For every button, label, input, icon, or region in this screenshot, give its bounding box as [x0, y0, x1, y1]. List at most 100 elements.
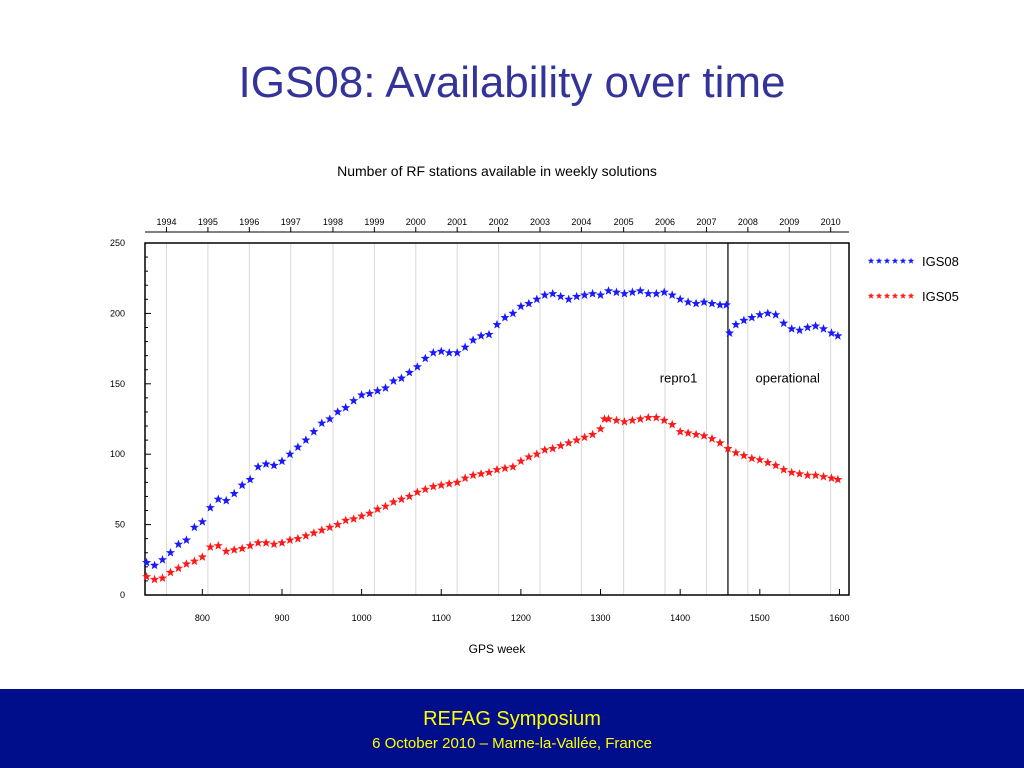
data-point-igs05: [787, 467, 797, 477]
data-point-igs08: [795, 325, 805, 335]
data-point-igs08: [341, 402, 351, 412]
data-point-igs05: [819, 471, 829, 481]
data-point-igs05: [452, 477, 462, 487]
legend-marker-igs05: [907, 292, 915, 299]
top-axis-year-label: 1997: [281, 217, 301, 227]
data-point-igs05: [548, 443, 558, 453]
data-point-igs08: [572, 291, 582, 301]
data-point-igs08: [229, 488, 239, 498]
data-point-igs05: [532, 449, 542, 459]
data-point-igs05: [142, 571, 152, 581]
data-point-igs05: [317, 525, 327, 535]
data-point-igs05: [500, 463, 510, 473]
legend-marker-igs08: [907, 257, 915, 264]
data-point-igs05: [643, 412, 653, 422]
data-point-igs08: [150, 560, 160, 570]
data-point-igs08: [731, 319, 741, 329]
data-point-igs08: [245, 474, 255, 484]
top-axis-year-label: 1998: [323, 217, 343, 227]
data-point-igs05: [388, 497, 398, 506]
x-tick-label: 1500: [750, 613, 770, 623]
data-point-igs05: [667, 419, 677, 429]
data-point-igs08: [524, 298, 534, 308]
data-point-igs05: [596, 424, 606, 433]
data-point-igs05: [659, 415, 669, 425]
data-point-igs08: [771, 310, 781, 319]
chart: 1994 1995 1996 1997 1998 1999 2000 2001 2002 2003…: [110, 217, 959, 656]
data-point-igs08: [436, 346, 446, 356]
data-point-igs08: [213, 494, 223, 504]
data-point-igs08: [540, 290, 550, 299]
data-point-igs08: [460, 342, 470, 352]
data-point-igs05: [492, 464, 502, 474]
footer-subtitle: 6 October 2010 – Marne-la-Vallée, France: [372, 735, 652, 752]
data-point-igs05: [803, 470, 813, 480]
data-point-igs08: [532, 294, 542, 304]
top-axis-year-label: 2000: [406, 217, 426, 227]
data-point-igs05: [333, 519, 343, 529]
data-point-igs05: [747, 453, 757, 463]
x-tick-label: 1600: [829, 613, 849, 623]
data-point-igs08: [500, 312, 510, 322]
data-point-igs08: [683, 297, 693, 306]
data-point-igs08: [691, 298, 701, 308]
data-point-igs08: [468, 335, 478, 344]
data-point-igs05: [158, 573, 168, 582]
data-point-igs05: [691, 429, 701, 439]
data-point-igs05: [603, 414, 614, 423]
data-point-igs05: [833, 474, 843, 484]
data-point-igs08: [833, 331, 843, 340]
data-point-igs05: [755, 455, 765, 464]
data-point-igs08: [508, 308, 518, 318]
data-point-igs08: [165, 548, 175, 557]
data-point-igs08: [412, 362, 422, 371]
data-point-igs05: [245, 540, 255, 550]
data-point-igs05: [285, 535, 295, 544]
data-point-igs08: [158, 555, 168, 564]
data-point-igs05: [197, 552, 207, 561]
data-point-igs05: [165, 567, 175, 577]
data-point-igs08: [611, 287, 621, 297]
data-point-igs08: [643, 288, 653, 298]
data-point-igs08: [803, 322, 813, 332]
y-tick-label: 200: [110, 308, 125, 318]
data-point-igs08: [603, 286, 614, 295]
data-point-igs05: [373, 504, 383, 513]
data-point-igs08: [420, 353, 430, 363]
data-point-igs05: [779, 464, 789, 474]
data-point-igs05: [699, 431, 709, 440]
data-point-igs08: [181, 535, 191, 544]
data-point-igs05: [476, 469, 486, 478]
data-point-igs05: [795, 469, 805, 478]
data-point-igs05: [635, 414, 645, 423]
x-tick-label: 800: [195, 613, 210, 623]
data-point-igs08: [380, 383, 391, 392]
data-point-igs05: [213, 540, 223, 550]
data-point-igs05: [588, 429, 598, 439]
chart-title: Number of RF stations available in weekl…: [337, 163, 657, 179]
data-point-igs08: [484, 329, 494, 339]
footer: REFAG Symposium 6 October 2010 – Marne-l…: [0, 689, 1024, 768]
data-point-igs05: [580, 432, 590, 442]
data-point-igs08: [317, 418, 327, 428]
data-point-igs08: [651, 288, 661, 298]
data-point-igs05: [739, 450, 749, 460]
data-point-igs08: [516, 301, 526, 311]
data-point-igs05: [599, 414, 610, 423]
data-point-igs08: [556, 291, 566, 301]
plot-frame: [144, 242, 850, 596]
data-point-igs08: [580, 290, 590, 299]
data-point-igs08: [221, 495, 231, 505]
data-point-igs05: [572, 435, 582, 444]
data-point-igs08: [365, 388, 375, 398]
data-point-igs05: [468, 470, 478, 480]
data-point-igs05: [357, 511, 367, 520]
top-axis-year-label: 1999: [364, 217, 384, 227]
data-point-igs05: [771, 460, 781, 470]
x-tick-label: 1300: [591, 613, 611, 623]
data-point-igs05: [826, 473, 836, 482]
data-point-igs08: [492, 319, 502, 329]
data-point-igs08: [189, 522, 199, 532]
legend-marker-igs08: [883, 257, 891, 264]
legend-marker-igs08: [875, 257, 883, 264]
